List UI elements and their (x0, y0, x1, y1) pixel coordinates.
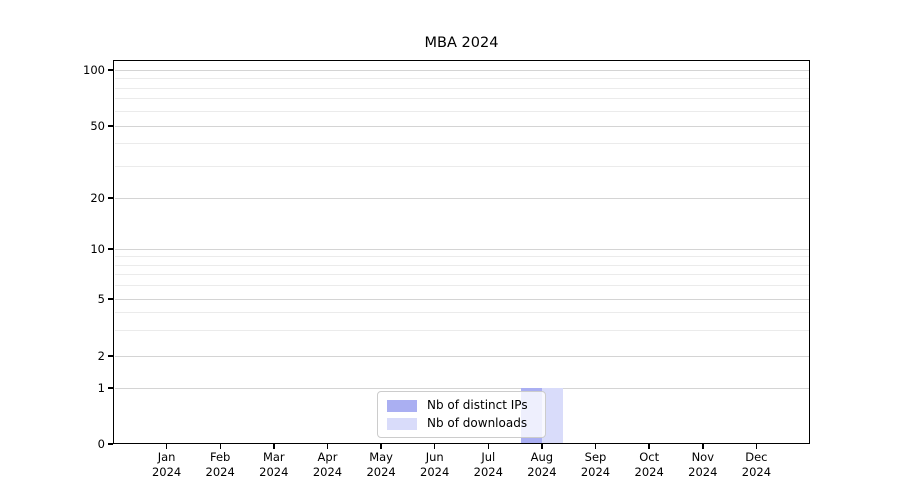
x-tick-label: Nov 2024 (675, 450, 731, 480)
legend-item: Nb of downloads (387, 416, 536, 431)
gridline-minor (114, 78, 809, 79)
gridline-minor (114, 110, 809, 112)
x-tick-month: Aug (530, 450, 554, 464)
chart-title: MBA 2024 (424, 35, 499, 51)
x-tick-year: 2024 (420, 465, 450, 479)
x-tick-year: 2024 (151, 465, 182, 479)
x-tick-month: Nov (691, 450, 715, 464)
x-tick-month: Feb (210, 450, 231, 464)
gridline-minor (114, 87, 809, 89)
y-tick-label: 0 (97, 437, 105, 451)
gridline-minor (114, 264, 809, 266)
x-tick-mark (219, 444, 221, 449)
x-tick-mark (380, 444, 382, 449)
x-tick-label: Dec 2024 (728, 450, 784, 480)
x-tick-label: Mar 2024 (246, 450, 302, 480)
y-tick-mark (107, 443, 113, 445)
y-tick-label: 10 (90, 242, 105, 256)
x-tick-mark (433, 444, 436, 449)
gridline-minor (114, 98, 809, 100)
gridline-major (114, 355, 809, 357)
y-tick-mark (107, 125, 113, 127)
x-tick-month: Jun (425, 450, 444, 464)
x-tick-year: 2024 (259, 465, 289, 479)
y-tick-mark (107, 298, 113, 300)
legend-swatch (387, 417, 417, 430)
x-tick-year: 2024 (205, 465, 235, 479)
x-tick-mark (702, 444, 704, 449)
x-tick-label: Jun 2024 (407, 450, 463, 480)
gridline-major (114, 298, 809, 300)
y-tick-label: 100 (83, 63, 105, 77)
x-tick-mark (755, 444, 758, 449)
x-tick-month: Dec (745, 450, 768, 464)
gridline-major (114, 387, 809, 389)
y-tick-label: 1 (97, 381, 105, 395)
y-tick-mark (107, 69, 113, 71)
x-tick-month: Oct (639, 450, 660, 464)
x-tick-month: Mar (262, 450, 285, 464)
gridline-major (114, 69, 809, 71)
x-tick-label: May 2024 (353, 450, 409, 480)
x-tick-month: May (369, 450, 393, 464)
legend-item: Nb of distinct IPs (387, 398, 536, 413)
x-tick-mark (487, 444, 490, 449)
y-tick-mark (107, 197, 113, 199)
legend-swatch (387, 399, 417, 412)
legend-label: Nb of distinct IPs (427, 398, 528, 412)
gridline-minor (114, 285, 809, 287)
x-tick-label: Jul 2024 (460, 450, 516, 480)
x-tick-label: Jan 2024 (139, 450, 195, 480)
x-tick-label: Feb 2024 (192, 450, 248, 480)
y-tick-mark (107, 387, 113, 389)
x-tick-month: Jan (157, 450, 176, 464)
x-tick-year: 2024 (688, 465, 718, 479)
bar-nb-of-downloads (541, 388, 564, 444)
gridline-major (114, 248, 809, 250)
gridline-minor (114, 312, 809, 314)
gridline-minor (114, 330, 809, 332)
y-tick-mark (107, 248, 113, 250)
x-tick-year: 2024 (312, 465, 343, 479)
legend-label: Nb of downloads (427, 416, 528, 430)
gridline-minor (114, 165, 809, 167)
x-tick-mark (648, 444, 650, 449)
gridline-minor (114, 143, 809, 144)
x-tick-year: 2024 (527, 465, 557, 479)
x-tick-year: 2024 (473, 465, 503, 479)
legend: Nb of distinct IPs Nb of downloads (377, 391, 546, 438)
gridline-minor (114, 274, 809, 276)
gridline-major (114, 197, 809, 199)
y-tick-label: 2 (97, 349, 105, 363)
x-tick-year: 2024 (741, 465, 772, 479)
x-tick-label: Aug 2024 (514, 450, 570, 480)
x-tick-year: 2024 (634, 465, 664, 479)
x-tick-month: Sep (584, 450, 607, 464)
x-tick-year: 2024 (580, 465, 611, 479)
x-tick-mark (273, 444, 275, 449)
x-tick-year: 2024 (366, 465, 396, 479)
gridline-major (114, 125, 809, 127)
x-tick-mark (326, 444, 329, 449)
y-tick-mark (107, 355, 113, 357)
x-tick-label: Apr 2024 (300, 450, 356, 480)
x-tick-label: Oct 2024 (621, 450, 677, 480)
plot-border (113, 60, 810, 444)
x-tick-label: Sep 2024 (568, 450, 624, 480)
x-tick-month: Apr (317, 450, 338, 464)
y-tick-label: 20 (90, 191, 105, 205)
y-tick-label: 50 (90, 119, 105, 133)
gridline-minor (114, 256, 809, 258)
x-tick-mark (594, 444, 597, 449)
x-tick-mark (165, 444, 168, 449)
x-tick-month: Jul (481, 450, 496, 464)
y-tick-label: 5 (97, 292, 105, 306)
x-tick-mark (541, 444, 543, 449)
